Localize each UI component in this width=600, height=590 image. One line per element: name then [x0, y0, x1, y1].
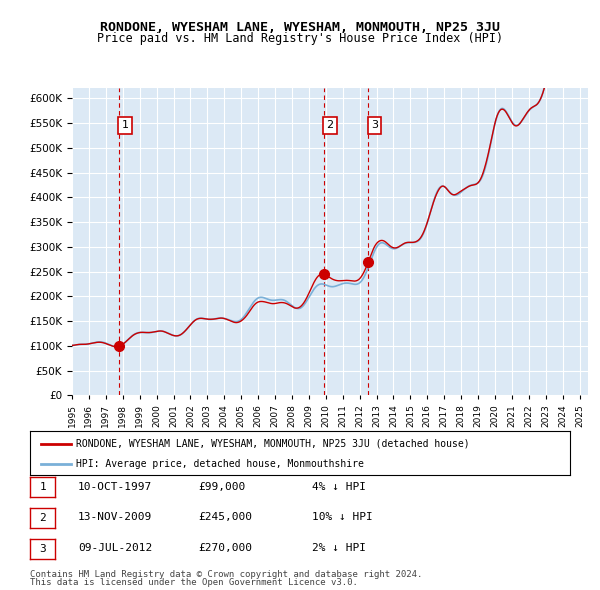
- Text: 2: 2: [326, 120, 333, 130]
- Text: 10-OCT-1997: 10-OCT-1997: [78, 482, 152, 491]
- Text: £245,000: £245,000: [198, 513, 252, 522]
- Text: 13-NOV-2009: 13-NOV-2009: [78, 513, 152, 522]
- Text: 1: 1: [39, 483, 46, 492]
- Text: Price paid vs. HM Land Registry's House Price Index (HPI): Price paid vs. HM Land Registry's House …: [97, 32, 503, 45]
- Text: 4% ↓ HPI: 4% ↓ HPI: [312, 482, 366, 491]
- Text: £270,000: £270,000: [198, 543, 252, 553]
- Text: RONDONE, WYESHAM LANE, WYESHAM, MONMOUTH, NP25 3JU (detached house): RONDONE, WYESHAM LANE, WYESHAM, MONMOUTH…: [76, 439, 470, 449]
- Text: Contains HM Land Registry data © Crown copyright and database right 2024.: Contains HM Land Registry data © Crown c…: [30, 571, 422, 579]
- Text: 3: 3: [39, 544, 46, 553]
- Text: £99,000: £99,000: [198, 482, 245, 491]
- Text: 3: 3: [371, 120, 378, 130]
- Text: 2% ↓ HPI: 2% ↓ HPI: [312, 543, 366, 553]
- Text: HPI: Average price, detached house, Monmouthshire: HPI: Average price, detached house, Monm…: [76, 459, 364, 469]
- Text: This data is licensed under the Open Government Licence v3.0.: This data is licensed under the Open Gov…: [30, 578, 358, 587]
- Text: RONDONE, WYESHAM LANE, WYESHAM, MONMOUTH, NP25 3JU: RONDONE, WYESHAM LANE, WYESHAM, MONMOUTH…: [100, 21, 500, 34]
- Text: 2: 2: [39, 513, 46, 523]
- Text: 09-JUL-2012: 09-JUL-2012: [78, 543, 152, 553]
- Text: 10% ↓ HPI: 10% ↓ HPI: [312, 513, 373, 522]
- Text: 1: 1: [122, 120, 128, 130]
